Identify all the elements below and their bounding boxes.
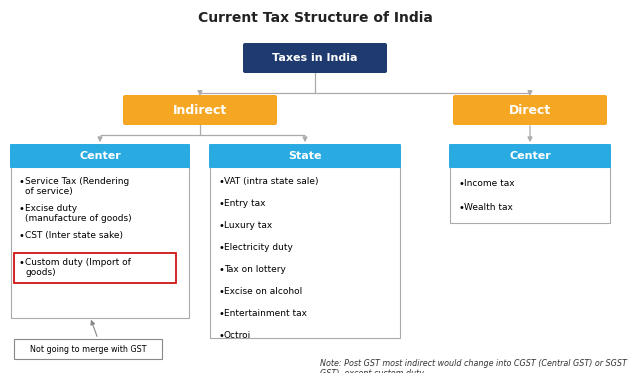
Text: Current Tax Structure of India: Current Tax Structure of India (198, 11, 432, 25)
Text: Indirect: Indirect (173, 103, 227, 116)
Bar (14, 339, 162, 359)
Text: •: • (19, 258, 25, 268)
Text: Tax on lottery: Tax on lottery (224, 265, 286, 274)
Text: •: • (458, 179, 464, 189)
Text: State: State (289, 151, 322, 161)
Text: •: • (19, 177, 25, 187)
Text: •: • (19, 231, 25, 241)
Text: Direct: Direct (509, 103, 551, 116)
Text: •: • (218, 265, 224, 275)
Text: •: • (218, 199, 224, 209)
FancyBboxPatch shape (243, 43, 387, 73)
Text: •: • (458, 203, 464, 213)
FancyBboxPatch shape (453, 95, 607, 125)
FancyBboxPatch shape (10, 144, 190, 168)
Text: VAT (intra state sale): VAT (intra state sale) (224, 177, 319, 186)
FancyBboxPatch shape (123, 95, 277, 125)
FancyBboxPatch shape (449, 144, 611, 168)
Text: Wealth tax: Wealth tax (464, 203, 513, 212)
Text: •: • (218, 177, 224, 187)
Text: Taxes in India: Taxes in India (272, 53, 358, 63)
Text: •: • (218, 331, 224, 341)
Text: Excise on alcohol: Excise on alcohol (224, 287, 302, 296)
Text: Entertainment tax: Entertainment tax (224, 309, 307, 318)
Text: Luxury tax: Luxury tax (224, 221, 272, 230)
Text: •: • (218, 287, 224, 297)
Text: Electricity duty: Electricity duty (224, 243, 293, 252)
Text: Center: Center (509, 151, 551, 161)
Text: •: • (218, 309, 224, 319)
Bar (210, 167, 400, 338)
Text: Custom duty (Import of
goods): Custom duty (Import of goods) (25, 258, 131, 278)
Text: Income tax: Income tax (464, 179, 515, 188)
FancyBboxPatch shape (209, 144, 401, 168)
Text: •: • (218, 243, 224, 253)
Text: Service Tax (Rendering
of service): Service Tax (Rendering of service) (25, 177, 129, 197)
Bar (14, 253, 176, 283)
Text: Note: Post GST most indirect would change into CGST (Central GST) or SGST (State: Note: Post GST most indirect would chang… (320, 359, 630, 373)
Text: •: • (218, 221, 224, 231)
Text: Excise duty
(manufacture of goods): Excise duty (manufacture of goods) (25, 204, 132, 223)
Text: Octroi: Octroi (224, 331, 251, 340)
Bar (11, 167, 189, 318)
Text: Not going to merge with GST: Not going to merge with GST (30, 345, 146, 354)
Text: Center: Center (79, 151, 121, 161)
Text: CST (Inter state sake): CST (Inter state sake) (25, 231, 123, 240)
Text: Entry tax: Entry tax (224, 199, 265, 208)
Text: •: • (19, 204, 25, 214)
Bar (450, 167, 610, 223)
